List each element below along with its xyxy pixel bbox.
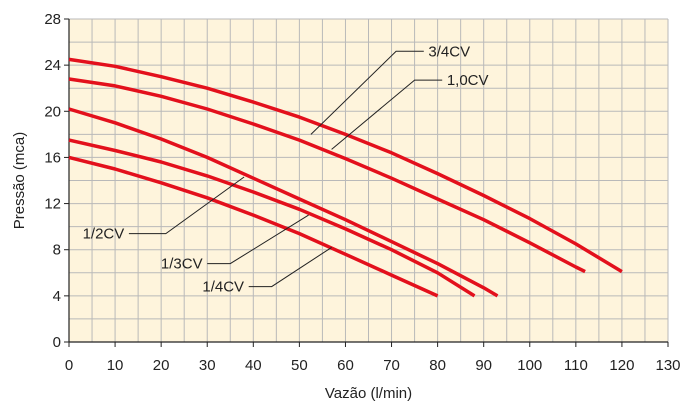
curves	[68, 57, 623, 298]
x-tick-label: 10	[107, 357, 124, 374]
curve-1	[68, 77, 586, 274]
x-tick-label: 120	[609, 357, 634, 374]
curve-2	[68, 57, 623, 274]
curve-labels: 3/4CV 1,0CV 1/2CV 1/3CV 1/4CV	[83, 43, 489, 295]
y-axis: 0 4 8 12 16 20 24 28	[44, 11, 70, 351]
series-label: 1/4CV	[202, 279, 244, 296]
leader-line	[128, 176, 245, 235]
curve-5	[68, 155, 439, 298]
x-tick-label: 50	[291, 357, 308, 374]
x-tick-label: 90	[475, 357, 492, 374]
x-tick-label: 80	[429, 357, 446, 374]
x-tick-label: 130	[655, 357, 680, 374]
series-label: 3/4CV	[428, 43, 470, 60]
x-tick-label: 20	[153, 357, 170, 374]
leader-line	[207, 214, 309, 265]
series-label: 1,0CV	[447, 72, 489, 89]
leader-line	[310, 50, 424, 135]
leader-line	[248, 246, 332, 288]
x-tick-label: 70	[383, 357, 400, 374]
curve-3	[68, 107, 499, 298]
series-label: 1/3CV	[161, 256, 203, 273]
y-tick-label: 8	[53, 242, 61, 259]
curve-4	[68, 138, 476, 298]
y-axis-title: Pressão (mca)	[11, 132, 28, 230]
x-tick-label: 110	[564, 357, 588, 374]
x-tick-label: 40	[245, 357, 262, 374]
x-axis-title: Vazão (l/min)	[325, 385, 412, 402]
x-tick-label: 60	[337, 357, 354, 374]
x-axis: 0 10 20 30 40 50 60 70 80 90 100 110 120 130	[65, 341, 681, 374]
y-tick-label: 20	[44, 103, 61, 120]
x-tick-label: 100	[517, 357, 542, 374]
x-tick-label: 0	[65, 357, 73, 374]
y-tick-label: 4	[53, 288, 61, 305]
y-tick-label: 28	[44, 11, 61, 28]
y-tick-label: 16	[44, 149, 61, 166]
y-tick-label: 12	[44, 196, 61, 213]
leader-line	[331, 79, 443, 150]
y-tick-label: 0	[53, 334, 61, 351]
x-tick-label: 30	[199, 357, 216, 374]
series-label: 1/2CV	[83, 226, 125, 243]
y-tick-label: 24	[44, 57, 61, 74]
